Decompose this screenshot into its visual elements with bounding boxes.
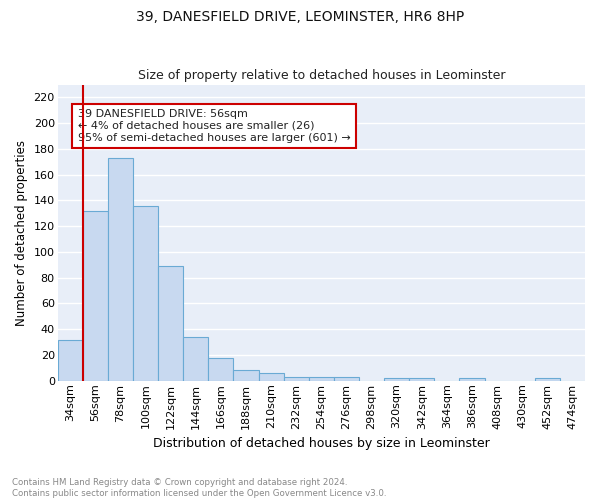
Bar [384,378,409,381]
Text: 39, DANESFIELD DRIVE, LEOMINSTER, HR6 8HP: 39, DANESFIELD DRIVE, LEOMINSTER, HR6 8H… [136,10,464,24]
Bar [284,377,309,381]
Bar [259,373,284,381]
Bar [108,158,133,381]
Bar [460,378,485,381]
Bar [409,378,434,381]
Bar [309,377,334,381]
Text: Contains HM Land Registry data © Crown copyright and database right 2024.
Contai: Contains HM Land Registry data © Crown c… [12,478,386,498]
Bar [83,211,108,381]
X-axis label: Distribution of detached houses by size in Leominster: Distribution of detached houses by size … [153,437,490,450]
Bar [208,358,233,381]
Text: 39 DANESFIELD DRIVE: 56sqm
← 4% of detached houses are smaller (26)
95% of semi-: 39 DANESFIELD DRIVE: 56sqm ← 4% of detac… [77,110,350,142]
Bar [233,370,259,381]
Bar [535,378,560,381]
Bar [58,340,83,381]
Y-axis label: Number of detached properties: Number of detached properties [15,140,28,326]
Title: Size of property relative to detached houses in Leominster: Size of property relative to detached ho… [137,69,505,82]
Bar [183,337,208,381]
Bar [133,206,158,381]
Bar [158,266,183,381]
Bar [334,377,359,381]
